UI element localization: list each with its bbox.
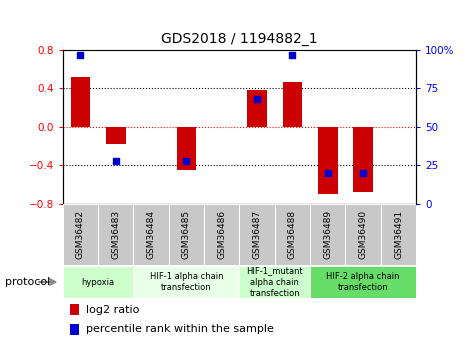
Bar <box>204 204 239 265</box>
Text: GSM36490: GSM36490 <box>359 210 368 259</box>
Bar <box>133 204 169 265</box>
Bar <box>283 82 302 127</box>
Text: hypoxia: hypoxia <box>81 277 115 287</box>
Text: HIF-1_mutant
alpha chain
transfection: HIF-1_mutant alpha chain transfection <box>246 266 303 298</box>
Text: GSM36489: GSM36489 <box>323 210 332 259</box>
Bar <box>63 266 133 298</box>
Text: log2 ratio: log2 ratio <box>86 305 139 315</box>
Bar <box>381 204 416 265</box>
Point <box>77 52 84 57</box>
Bar <box>177 127 196 170</box>
Text: GSM36488: GSM36488 <box>288 210 297 259</box>
Bar <box>70 324 79 335</box>
Bar <box>239 266 310 298</box>
Text: protocol: protocol <box>5 277 50 287</box>
Bar <box>71 77 90 127</box>
Text: percentile rank within the sample: percentile rank within the sample <box>86 324 273 334</box>
Point <box>289 52 296 57</box>
Point <box>183 158 190 163</box>
Bar <box>169 204 204 265</box>
Bar <box>239 204 275 265</box>
Bar <box>98 204 133 265</box>
Text: GSM36483: GSM36483 <box>111 210 120 259</box>
Bar <box>63 204 98 265</box>
Bar <box>318 127 338 194</box>
Bar <box>70 304 79 315</box>
Bar <box>106 127 126 144</box>
Point <box>359 170 367 176</box>
Point <box>253 96 261 102</box>
Text: GSM36486: GSM36486 <box>217 210 226 259</box>
Bar <box>353 127 373 192</box>
Text: GSM36491: GSM36491 <box>394 210 403 259</box>
Bar <box>310 204 345 265</box>
Point <box>112 158 120 163</box>
Text: GSM36487: GSM36487 <box>252 210 262 259</box>
Title: GDS2018 / 1194882_1: GDS2018 / 1194882_1 <box>161 32 318 46</box>
Bar <box>310 266 416 298</box>
Text: GSM36482: GSM36482 <box>76 210 85 259</box>
Point <box>324 170 332 176</box>
Bar <box>133 266 239 298</box>
Bar <box>345 204 381 265</box>
Text: GSM36485: GSM36485 <box>182 210 191 259</box>
Bar <box>247 90 267 127</box>
Text: HIF-1 alpha chain
transfection: HIF-1 alpha chain transfection <box>150 272 223 292</box>
Text: HIF-2 alpha chain
transfection: HIF-2 alpha chain transfection <box>326 272 400 292</box>
Text: GSM36484: GSM36484 <box>146 210 156 259</box>
Bar <box>275 204 310 265</box>
